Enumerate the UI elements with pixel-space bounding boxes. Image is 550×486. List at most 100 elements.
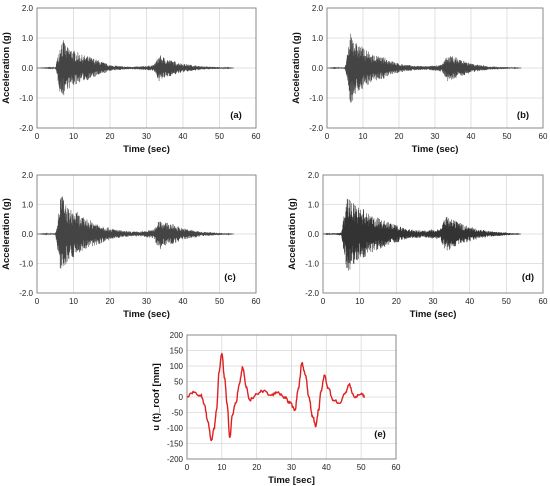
x-tick-label: 20 (392, 297, 401, 306)
x-tick-label: 60 (252, 297, 261, 306)
y-tick-label: -200 (167, 455, 184, 464)
data-point (359, 260, 360, 261)
data-point (216, 409, 217, 410)
x-axis-label: Time (sec) (123, 144, 170, 155)
data-point (182, 239, 183, 240)
x-tick-label: 40 (179, 297, 188, 306)
x-tick-label: 40 (179, 132, 188, 141)
acceleration-series (36, 40, 235, 96)
x-tick-label: 10 (359, 132, 368, 141)
data-point (219, 68, 220, 69)
data-point (340, 403, 341, 404)
data-point (345, 392, 346, 393)
x-tick-label: 20 (395, 132, 404, 141)
chart-panel-3: 2.0 1.0 0.0 -1.0 -2.00 10 20 30 40 50 60 Time (sec)… (1, 171, 261, 320)
data-point (348, 46, 349, 47)
data-point (391, 60, 392, 61)
data-point (213, 427, 214, 428)
data-point (352, 266, 353, 267)
data-point (377, 55, 378, 56)
panel-label: (e) (374, 429, 386, 440)
data-point (159, 217, 160, 218)
data-point (294, 409, 295, 410)
data-point (388, 222, 389, 223)
y-axis-label: Acceleration (g) (287, 198, 298, 270)
y-tick-label: 0.0 (312, 64, 324, 73)
x-tick-label: 30 (142, 297, 151, 306)
x-tick-label: 60 (539, 132, 548, 141)
data-point (346, 195, 347, 196)
data-point (211, 440, 212, 441)
data-point (77, 51, 78, 52)
data-point (348, 384, 349, 385)
data-point (305, 375, 306, 376)
y-tick-label: -50 (171, 409, 183, 418)
x-tick-label: 0 (321, 297, 326, 306)
x-tick-label: 0 (325, 132, 330, 141)
x-tick-label: 0 (185, 463, 190, 472)
data-point (171, 223, 172, 224)
acceleration-series (327, 33, 522, 103)
x-tick-label: 50 (503, 132, 512, 141)
data-point (62, 275, 63, 276)
data-point (232, 415, 233, 416)
x-tick-label: 50 (215, 132, 224, 141)
data-point (370, 82, 371, 83)
data-point (124, 230, 125, 231)
data-point (124, 66, 125, 67)
data-point (102, 61, 103, 62)
x-tick-label: 40 (465, 297, 474, 306)
y-tick-label: 150 (170, 347, 184, 356)
data-point (470, 72, 471, 73)
data-point (36, 233, 37, 234)
data-point (73, 257, 74, 258)
data-point (164, 245, 165, 246)
data-point (201, 66, 202, 67)
data-point (102, 225, 103, 226)
acceleration-series (37, 196, 235, 269)
roof-displacement-series (186, 352, 365, 442)
data-point (374, 216, 375, 217)
data-point (350, 28, 351, 29)
data-point (312, 415, 313, 416)
data-point (186, 396, 187, 397)
data-point (440, 228, 441, 229)
data-point (239, 384, 240, 385)
data-point (207, 421, 208, 422)
x-axis-label: Time (sec) (412, 144, 459, 155)
data-point (354, 396, 355, 397)
data-point (355, 93, 356, 94)
data-point (301, 362, 302, 363)
y-tick-label: -150 (167, 440, 184, 449)
data-point (289, 403, 290, 404)
data-point (364, 396, 365, 397)
data-point (410, 229, 411, 230)
data-point (327, 387, 328, 388)
panel-label: (d) (522, 272, 534, 283)
y-tick-label: 0.0 (308, 230, 320, 239)
data-point (270, 395, 271, 396)
data-point (355, 205, 356, 206)
y-tick-label: -2.0 (309, 124, 323, 133)
x-tick-label: 20 (252, 463, 261, 472)
data-point (308, 396, 309, 397)
data-point (348, 270, 349, 271)
y-tick-label: 1.0 (22, 34, 34, 43)
y-tick-label: 50 (174, 378, 183, 387)
data-point (350, 195, 351, 196)
y-tick-label: 2.0 (22, 4, 34, 13)
x-tick-label: 60 (252, 132, 261, 141)
data-point (200, 395, 201, 396)
x-tick-label: 20 (106, 132, 115, 141)
data-point (60, 37, 61, 38)
y-tick-label: 0.0 (22, 230, 34, 239)
data-point (153, 64, 154, 65)
data-point (366, 254, 367, 255)
data-point (381, 248, 382, 249)
panel-label: (a) (230, 110, 242, 121)
y-axis-label: Acceleration (g) (291, 32, 302, 104)
y-axis-label: Acceleration (g) (1, 32, 12, 104)
data-point (69, 208, 70, 209)
chart-panel-1: 2.0 1.0 0.0 -1.0 -2.00 10 20 30 40 50 60 Time (sec)… (1, 4, 261, 155)
